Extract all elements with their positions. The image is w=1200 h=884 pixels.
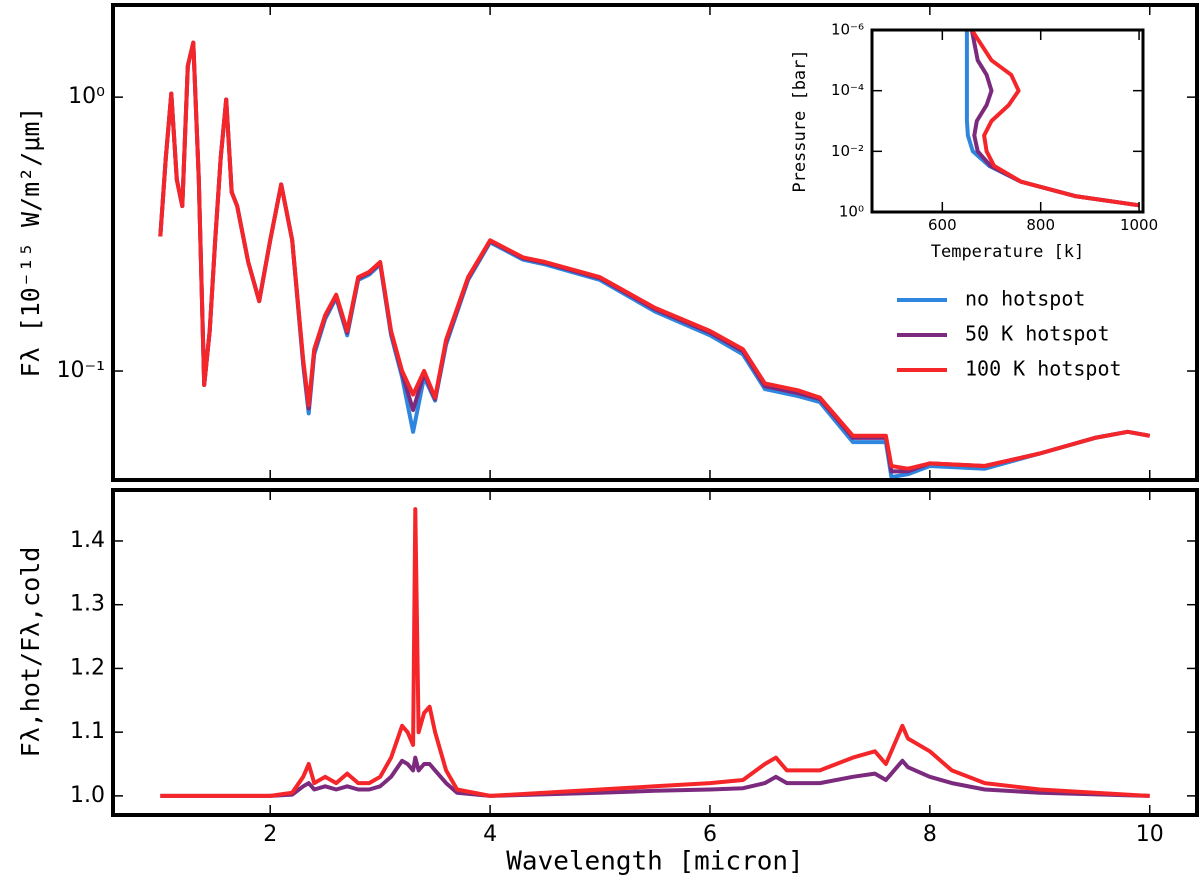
y-axis-label: Fλ,hot/Fλ,cold [16,547,45,758]
x-tick-label: 600 [928,216,957,234]
y-tick-label: 10⁰ [839,203,864,221]
legend-label: no hotspot [965,287,1085,311]
y-tick-label: 10⁻¹ [57,358,105,383]
legend-label: 100 K hotspot [965,357,1122,381]
x-tick-label: 1000 [1120,216,1158,234]
y-tick-label: 10⁻² [831,142,864,160]
series-line [160,507,1150,798]
y-axis-label: Pressure [bar] [790,49,810,192]
y-tick-label: 1.2 [70,655,105,680]
y-tick-label: 10⁻⁴ [831,81,864,99]
plot-lines [158,40,1151,480]
plot-frame [111,3,1199,482]
series-line [970,30,1140,208]
x-axis-label: Temperature [k] [931,242,1085,262]
legend-label: 50 K hotspot [965,322,1110,346]
y-tick-label: 1.1 [70,719,105,744]
plot-area [872,30,1143,212]
plot-frame [870,28,1145,214]
plot-lines [160,507,1150,798]
x-tick-label: 10 [1136,822,1164,847]
y-tick-label: 10⁰ [68,84,105,109]
x-tick-label: 4 [483,822,497,847]
series-line [160,755,1150,798]
y-axis-label: Fλ [10⁻¹⁵ W/m²/μm] [16,107,45,378]
x-tick-label: 2 [263,822,277,847]
x-tick-label: 6 [703,822,717,847]
series-line [158,40,1151,471]
y-tick-label: 1.0 [70,783,105,808]
plot-frame [111,488,1199,817]
y-tick-label: 1.3 [70,592,105,617]
x-tick-label: 800 [1026,216,1055,234]
plot-area [113,490,1197,815]
y-tick-label: 10⁻⁶ [831,21,864,39]
x-axis-label: Wavelength [micron] [506,847,803,877]
x-tick-label: 8 [923,822,937,847]
y-tick-label: 1.4 [70,528,105,553]
plot-lines [964,30,1140,208]
